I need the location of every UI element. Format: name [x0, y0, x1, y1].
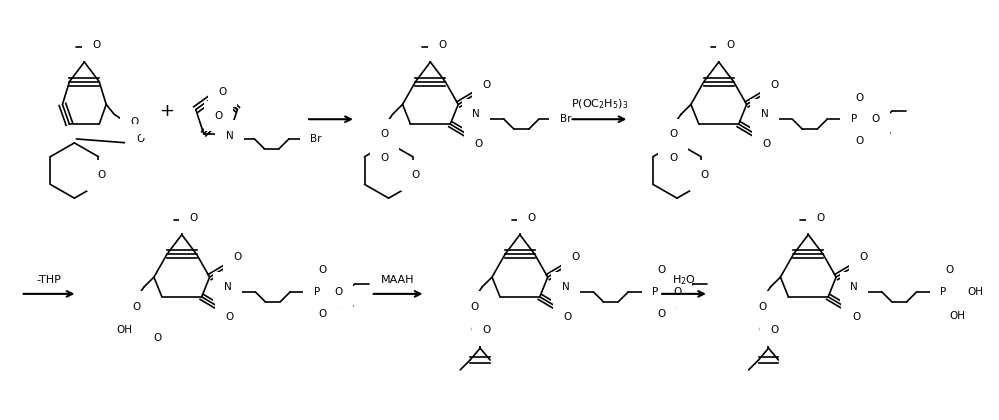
Text: N: N [224, 282, 232, 292]
Text: O: O [234, 252, 242, 262]
Text: O: O [669, 129, 677, 139]
Text: Br: Br [559, 114, 571, 124]
Text: O: O [816, 213, 824, 223]
Text: O: O [770, 326, 778, 336]
Text: O: O [219, 87, 227, 97]
Text: O: O [856, 92, 864, 102]
Text: O: O [92, 40, 100, 50]
Text: O: O [226, 312, 234, 322]
Text: O: O [381, 129, 389, 139]
Text: O: O [215, 111, 223, 121]
Text: O: O [470, 326, 479, 336]
Text: MAAH: MAAH [382, 275, 415, 285]
Text: O: O [762, 139, 770, 149]
Text: O: O [673, 287, 681, 297]
Text: O: O [97, 171, 106, 181]
Text: O: O [154, 333, 162, 343]
Text: O: O [132, 302, 140, 312]
Text: O: O [482, 326, 491, 336]
Text: O: O [563, 312, 571, 322]
Text: O: O [872, 114, 880, 124]
Text: N: N [473, 109, 480, 119]
Text: O: O [726, 40, 735, 50]
Text: O: O [758, 302, 766, 312]
Text: O: O [474, 139, 483, 149]
Text: N: N [226, 131, 234, 141]
Text: O: O [945, 265, 954, 275]
Text: O: O [856, 136, 864, 146]
Text: +: + [160, 102, 175, 120]
Text: O: O [669, 153, 677, 163]
Text: P(OC$_2$H$_5$)$_3$: P(OC$_2$H$_5$)$_3$ [570, 97, 628, 111]
Text: O: O [758, 326, 766, 336]
Text: N: N [760, 109, 768, 119]
Text: O: O [335, 287, 343, 297]
Text: OH: OH [949, 310, 965, 320]
Text: O: O [136, 134, 144, 144]
Text: H$_2$O: H$_2$O [672, 273, 696, 287]
Text: O: O [657, 265, 665, 275]
Text: O: O [190, 213, 198, 223]
Text: P: P [940, 287, 947, 297]
Text: P: P [851, 114, 857, 124]
Text: O: O [527, 213, 535, 223]
Text: OH: OH [967, 287, 983, 297]
Text: O: O [657, 309, 665, 319]
Text: O: O [482, 80, 491, 90]
Text: Br: Br [311, 134, 322, 144]
Text: O: O [470, 302, 479, 312]
Text: P: P [314, 287, 320, 297]
Text: OH: OH [116, 326, 132, 336]
Text: O: O [571, 252, 579, 262]
Text: O: O [860, 252, 868, 262]
Text: O: O [770, 80, 778, 90]
Text: O: O [319, 309, 327, 319]
Text: N: N [850, 282, 858, 292]
Text: O: O [319, 265, 327, 275]
Text: -THP: -THP [37, 275, 62, 285]
Text: O: O [130, 117, 138, 127]
Text: O: O [700, 171, 708, 181]
Text: O: O [381, 153, 389, 163]
Text: O: O [439, 40, 447, 50]
Text: N: N [561, 282, 569, 292]
Text: O: O [412, 171, 420, 181]
Text: O: O [852, 312, 860, 322]
Text: P: P [652, 287, 658, 297]
